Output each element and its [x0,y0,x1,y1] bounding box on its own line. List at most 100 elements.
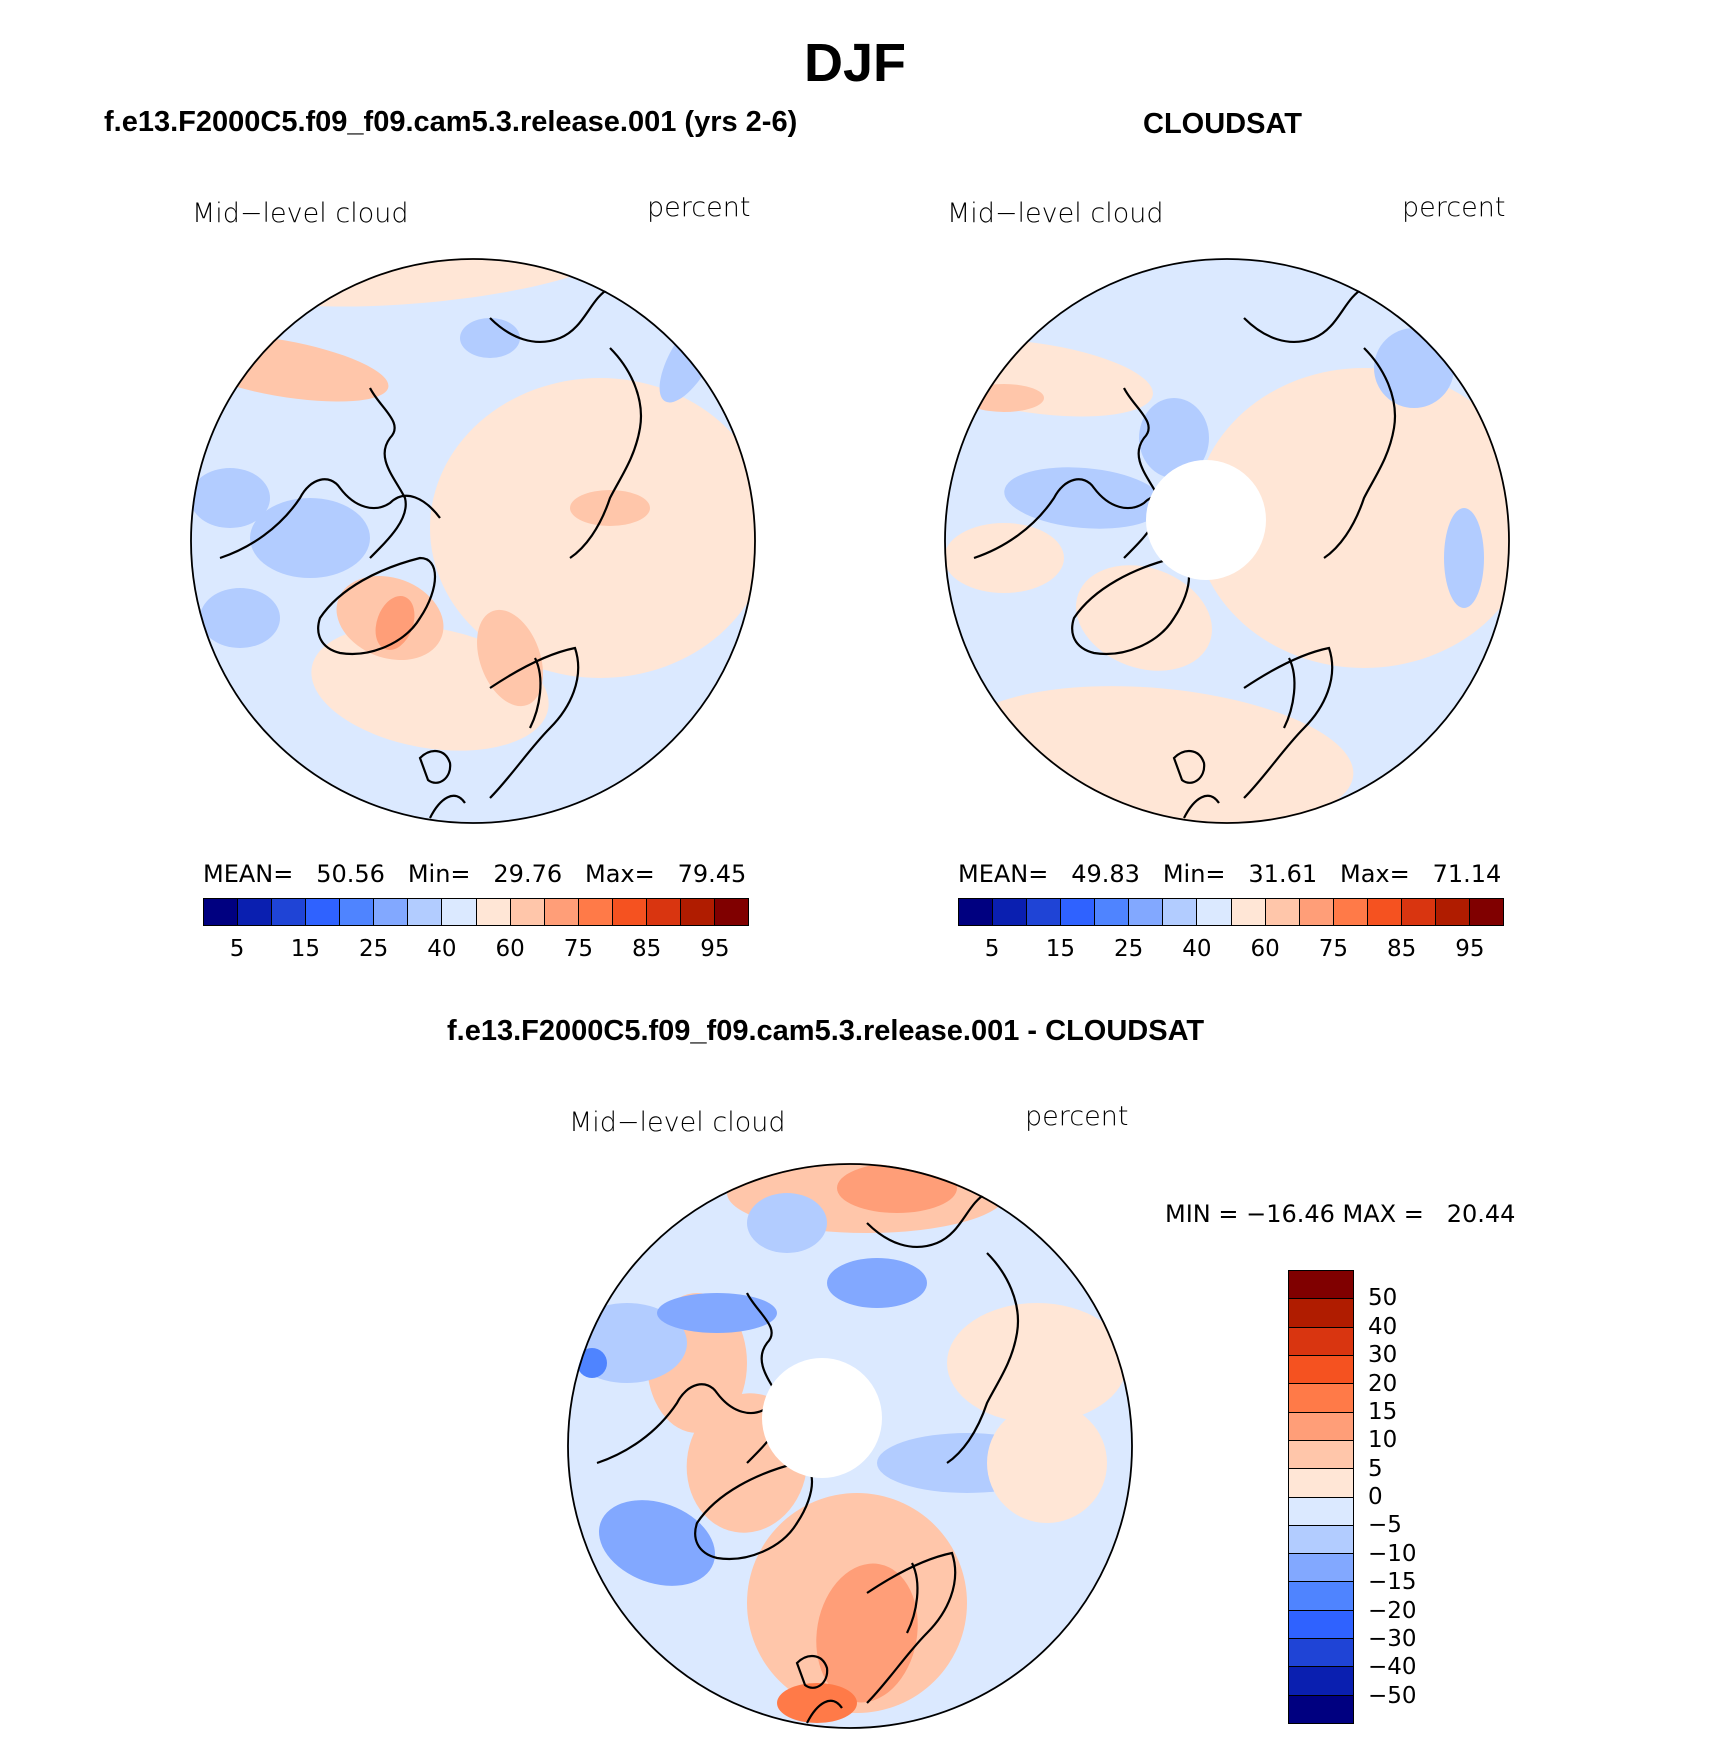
colorbar-tick-label: 60 [495,936,525,962]
colorbar-tick-label: 15 [290,936,321,962]
field-contour [477,609,543,707]
colorbar-box [1197,899,1232,925]
colorbar-box [510,899,545,925]
colorbar-box [1289,1327,1353,1356]
coastline [369,387,407,559]
colorbar-tick-label: 15 [1045,936,1076,962]
coastline [866,1551,957,1704]
panel2-polar-map [944,258,1510,824]
colorbar-tick-label: 10 [1368,1427,1398,1454]
colorbar-tick-label: 75 [563,936,594,962]
field-contour [1194,368,1510,668]
field-contour [250,498,370,578]
colorbar-box [1289,1554,1353,1583]
colorbar-box [1289,1497,1353,1526]
colorbar-tick-label: −5 [1368,1512,1402,1539]
colorbar-tick-label: −20 [1368,1597,1417,1624]
field-contour [598,1500,716,1586]
colorbar-box [408,899,443,925]
coastline [1183,794,1220,819]
field-contour [964,384,1044,412]
colorbar-box [1289,1639,1353,1668]
field-contour [816,1563,918,1703]
map-border [944,258,1510,824]
colorbar-box [1289,1271,1353,1300]
field-contour [200,588,280,648]
field-contour [1004,467,1164,529]
colorbar-box [1289,1582,1353,1611]
coastline [569,347,643,559]
difference-variable-label: Mid−level cloud [569,1107,786,1138]
field-contour [570,490,650,526]
colorbar-tick-label: −30 [1368,1625,1417,1652]
colorbar-tick-label: 25 [1113,936,1144,962]
difference-colorbar-ticks: 50 40 30 20 15 10 5 0 −5 −10 −15 −20 −30 −40 −50 [1368,1270,1458,1724]
panel2-colorbar-ticks: 5 15 25 40 60 75 85 95 [958,936,1504,966]
colorbar-tick-label: 5 [984,936,1000,962]
field-contour [747,1193,827,1253]
colorbar-box [442,899,477,925]
colorbar-box [1289,1299,1353,1328]
colorbar-tick-label: 5 [229,936,245,962]
coastline [1071,556,1191,656]
coastline [489,287,611,343]
difference-polar-map [567,1163,1133,1729]
colorbar-box [646,899,681,925]
field-contour [1076,565,1212,671]
field-contour [460,318,520,358]
coastline [1283,657,1296,729]
colorbar-box [272,899,307,925]
difference-stats: MIN = −16.46 MAX = 20.44 [1165,1200,1516,1228]
colorbar-box [476,899,511,925]
coastline [1243,287,1365,343]
colorbar-box [714,899,748,925]
colorbar-tick-label: 85 [631,936,662,962]
field-contour [657,1293,777,1333]
colorbar-box [1163,899,1198,925]
colorbar-box [1061,899,1096,925]
colorbar-tick-label: −15 [1368,1569,1417,1596]
no-data-region [762,1358,882,1478]
coastline [694,1461,814,1561]
colorbar-box [612,899,647,925]
panel1-colorbar [203,898,749,926]
colorbar-tick-label: 0 [1368,1484,1383,1510]
coastline [418,750,452,784]
panel1-polar-map [190,258,756,824]
colorbar-box [1289,1469,1353,1498]
colorbar-box [1401,899,1436,925]
colorbar-tick-label: 50 [1368,1285,1398,1312]
map-border [190,258,756,824]
coastline [429,794,466,819]
colorbar-box [1289,1525,1353,1555]
colorbar-box [306,899,341,925]
difference-colorbar [1288,1270,1354,1724]
no-data-region [1146,460,1266,580]
field-contour [987,1403,1107,1523]
colorbar-box [1095,899,1130,925]
colorbar-box [1265,899,1300,925]
colorbar-box [959,899,994,925]
colorbar-tick-label: 40 [427,936,457,962]
colorbar-box [1231,899,1266,925]
field-contour [1139,398,1209,478]
colorbar-tick-label: 5 [1368,1455,1383,1482]
colorbar-box [1469,899,1503,925]
colorbar-box [1333,899,1368,925]
difference-title: f.e13.F2000C5.f09_f09.cam5.3.release.001… [447,1015,1205,1047]
field-contour [1374,328,1454,408]
colorbar-box [1299,899,1334,925]
coastline [906,1562,919,1634]
panel2-units-label: percent [1402,192,1506,223]
panel2-title: CLOUDSAT [1143,108,1302,140]
panel1-stats: MEAN= 50.56 Min= 29.76 Max= 79.45 [203,860,747,888]
colorbar-tick-label: 40 [1182,936,1212,962]
panel2-variable-label: Mid−level cloud [947,198,1164,229]
coastline [795,1655,829,1689]
colorbar-box [374,899,409,925]
colorbar-box [340,899,375,925]
colorbar-box [1027,899,1062,925]
colorbar-box [1289,1667,1353,1696]
colorbar-box [238,899,273,925]
coastline [1243,646,1334,799]
